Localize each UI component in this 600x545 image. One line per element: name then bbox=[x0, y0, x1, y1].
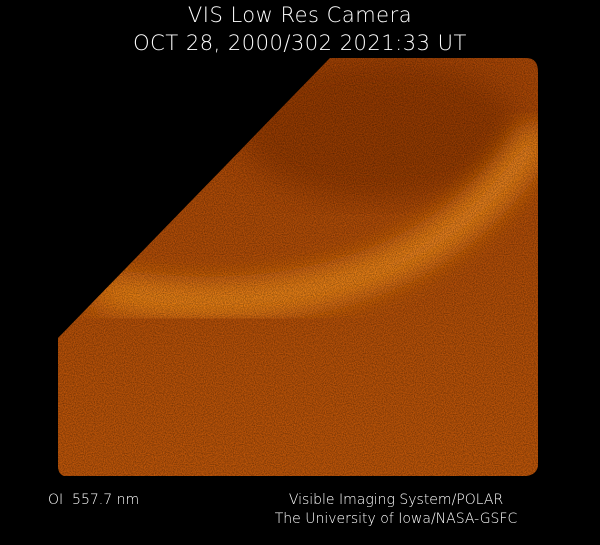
timestamp: OCT 28, 2000/302 2021:33 UT bbox=[133, 31, 467, 55]
filter-wavelength: OI 557.7 nm bbox=[48, 492, 140, 508]
credit-institution: The University of Iowa/NASA-GSFC bbox=[274, 511, 518, 527]
image-title: VIS Low Res Camera bbox=[187, 3, 413, 27]
credit-instrument: Visible Imaging System/POLAR bbox=[288, 492, 504, 508]
